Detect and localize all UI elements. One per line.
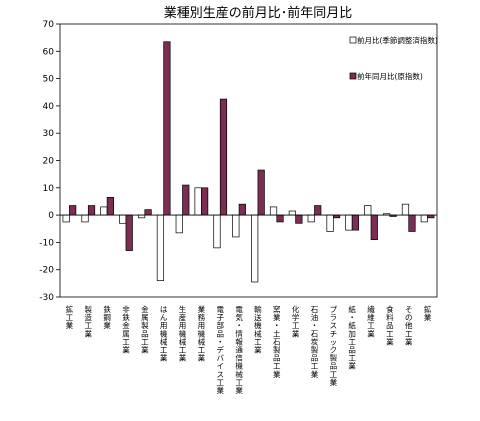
x-category-label: 窯業・土石製品工業 [273,304,281,379]
bar-yoy [106,197,114,216]
y-tick-label: 70 [43,20,55,30]
bar-mom [269,206,278,216]
bar-mom [232,214,240,238]
y-tick-label: 50 [43,75,55,85]
y-tick-label: 30 [43,129,55,139]
bar-yoy [295,214,303,224]
y-tick-label: 20 [43,157,55,167]
bar-mom [364,205,372,216]
y-tick-label: 40 [43,102,55,112]
bar-mom [326,214,334,232]
chart-title: 業種別生産の前月比･前年同月比 [164,5,353,21]
x-category-label: 食料品工業 [386,304,394,346]
x-category-label: プラスチック製品工業 [330,305,338,387]
bar-yoy [144,209,152,216]
bar-mom [345,214,353,231]
x-category-label: その他工業 [405,305,413,346]
x-category-label: 鉄鋼業 [103,304,111,330]
x-category-label: 紙・紙加工品工業 [348,304,356,371]
x-category-label: 製造工業 [85,304,93,338]
bar-mom [213,214,221,249]
y-tick-label: 10 [43,184,55,194]
x-category-label: 生産用機械工業 [179,304,187,363]
x-category-label: 金属製品工業 [141,304,149,355]
x-category-label: 繊維工業 [367,304,375,338]
bar-yoy [408,214,416,232]
legend-swatch-mom [349,36,357,44]
bar-yoy [238,203,246,216]
bar-yoy [87,205,96,216]
bar-yoy [125,214,133,251]
legend-swatch-yoy [349,72,357,80]
bar-mom [100,206,108,216]
bar-mom [62,214,70,223]
bar-yoy [351,214,360,231]
y-tick-label: 0 [48,211,54,221]
bar-yoy [69,205,77,216]
y-tick-label: -10 [39,238,54,248]
bar-yoy [201,187,209,216]
y-tick-label: -20 [39,266,54,276]
legend-label-mom: 前月比(季節調整済指数) [357,35,438,45]
y-tick-label: 60 [43,47,55,57]
bar-mom [288,210,296,216]
bar-yoy [182,184,190,216]
bar-yoy [370,214,378,241]
x-category-label: 石油・石炭製品工業 [311,305,319,379]
bar-mom [401,203,410,216]
bar-mom [420,214,428,223]
bar-yoy [257,169,265,216]
x-category-label: 非鉄金属工業 [122,304,130,355]
bar-yoy [219,98,228,216]
bar-mom [251,214,259,283]
bar-yoy [163,41,171,216]
x-category-label: 化学工業 [292,304,300,338]
y-tick-label: -30 [39,293,54,303]
legend-label-yoy: 前年同月比(原指数) [357,71,423,81]
bar-yoy [314,205,322,216]
x-category-label: はん用機械工業 [160,305,168,363]
x-category-label: 電気・情報通信機械工業 [235,305,243,395]
plot-area-frame [59,23,438,298]
bar-mom [307,214,315,223]
x-category-label: 業務用機械工業 [198,304,206,363]
bar-mom [119,214,127,224]
x-category-label: 鉱業 [424,304,432,322]
bar-yoy [276,214,284,223]
bar-mom [81,214,89,223]
x-category-label: 鉱工業 [66,304,74,330]
x-category-label: 電子部品・デバイス工業 [216,305,224,395]
bar-mom [175,214,183,234]
x-category-label: 輸送機械工業 [254,304,262,355]
bar-mom [194,187,202,216]
bar-mom [156,214,165,281]
